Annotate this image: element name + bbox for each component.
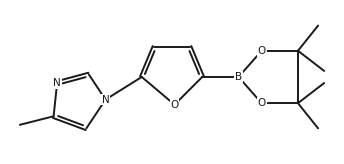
Text: N: N bbox=[53, 78, 61, 88]
Text: N: N bbox=[101, 95, 109, 105]
Text: O: O bbox=[170, 100, 179, 110]
Text: B: B bbox=[235, 72, 242, 82]
Text: O: O bbox=[258, 98, 266, 108]
Text: O: O bbox=[258, 46, 266, 56]
